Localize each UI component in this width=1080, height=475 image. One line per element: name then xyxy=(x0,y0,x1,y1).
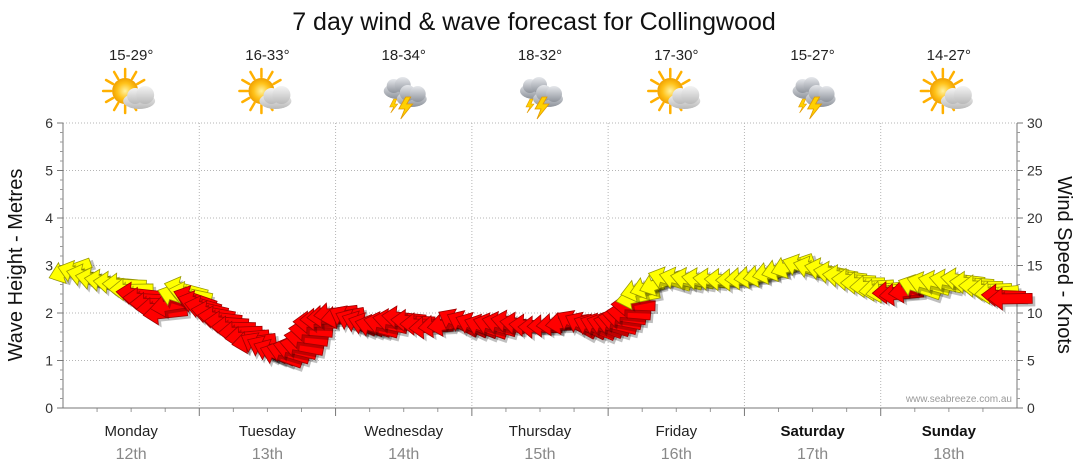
y2-tick-label: 10 xyxy=(1027,305,1043,321)
day-date: 15th xyxy=(524,446,555,463)
lightning-icon xyxy=(525,96,550,120)
y2-tick-label: 30 xyxy=(1027,115,1043,131)
day-name: Tuesday xyxy=(239,423,296,440)
wind-arrows xyxy=(48,253,1036,372)
day-temperature: 15-29° xyxy=(109,47,153,64)
y2-axis-label: Wind Speed - Knots xyxy=(1053,176,1075,354)
storm-icon xyxy=(383,77,427,120)
y2-tick-label: 5 xyxy=(1027,353,1035,369)
grid-lines xyxy=(63,122,1017,416)
wind-arrow xyxy=(987,287,1036,313)
day-headers: 15-29° Monday 12th 16-33° Tuesday 13th 18-34° W… xyxy=(101,47,977,463)
day-name: Monday xyxy=(104,423,158,440)
day-temperature: 14-27° xyxy=(927,47,971,64)
y2-tick-label: 0 xyxy=(1027,400,1035,416)
lightning-icon xyxy=(389,96,414,120)
day-date: 16th xyxy=(661,446,692,463)
storm-icon xyxy=(792,77,836,120)
chart-title: 7 day wind & wave forecast for Collingwo… xyxy=(292,8,776,36)
watermark: www.seabreeze.com.au xyxy=(905,394,1012,405)
day-date: 18th xyxy=(933,446,964,463)
y2-tick-label: 15 xyxy=(1027,258,1043,274)
y-tick-label: 2 xyxy=(45,305,53,321)
cloud-icon xyxy=(123,86,156,109)
y2-tick-label: 20 xyxy=(1027,210,1043,226)
day-date: 12th xyxy=(116,446,147,463)
day-date: 13th xyxy=(252,446,283,463)
day-temperature: 16-33° xyxy=(245,47,289,64)
day-temperature: 15-27° xyxy=(790,47,834,64)
y-tick-label: 5 xyxy=(45,163,53,179)
cloud-icon xyxy=(940,86,973,109)
day-temperature: 18-34° xyxy=(382,47,426,64)
lightning-icon xyxy=(798,96,823,120)
day-temperature: 17-30° xyxy=(654,47,698,64)
y-tick-label: 3 xyxy=(45,258,53,274)
y-tick-label: 0 xyxy=(45,400,53,416)
day-date: 14th xyxy=(388,446,419,463)
day-date: 17th xyxy=(797,446,828,463)
cloud-icon xyxy=(259,86,292,109)
day-name: Wednesday xyxy=(364,423,443,440)
day-name: Thursday xyxy=(509,423,572,440)
y2-axis-ticks: 0 5 10 15 20 25 30 xyxy=(1017,115,1043,416)
cloud-icon xyxy=(520,77,563,107)
sun-cloud-icon xyxy=(238,67,292,115)
day-name: Saturday xyxy=(780,423,845,440)
y-axis-ticks: 0 1 2 3 4 5 6 xyxy=(45,115,63,416)
sun-cloud-icon xyxy=(101,67,156,115)
sun-cloud-icon xyxy=(919,67,973,115)
y-tick-label: 1 xyxy=(45,353,53,369)
day-name: Sunday xyxy=(922,423,977,440)
cloud-icon xyxy=(668,86,701,109)
storm-icon xyxy=(520,77,563,120)
y-tick-label: 4 xyxy=(45,210,53,226)
y2-tick-label: 25 xyxy=(1027,163,1043,179)
sun-cloud-icon xyxy=(647,67,701,115)
day-name: Friday xyxy=(655,423,697,440)
y-axis-label: Wave Height - Metres xyxy=(5,169,27,362)
day-temperature: 18-32° xyxy=(518,47,562,64)
y-tick-label: 6 xyxy=(45,115,53,131)
